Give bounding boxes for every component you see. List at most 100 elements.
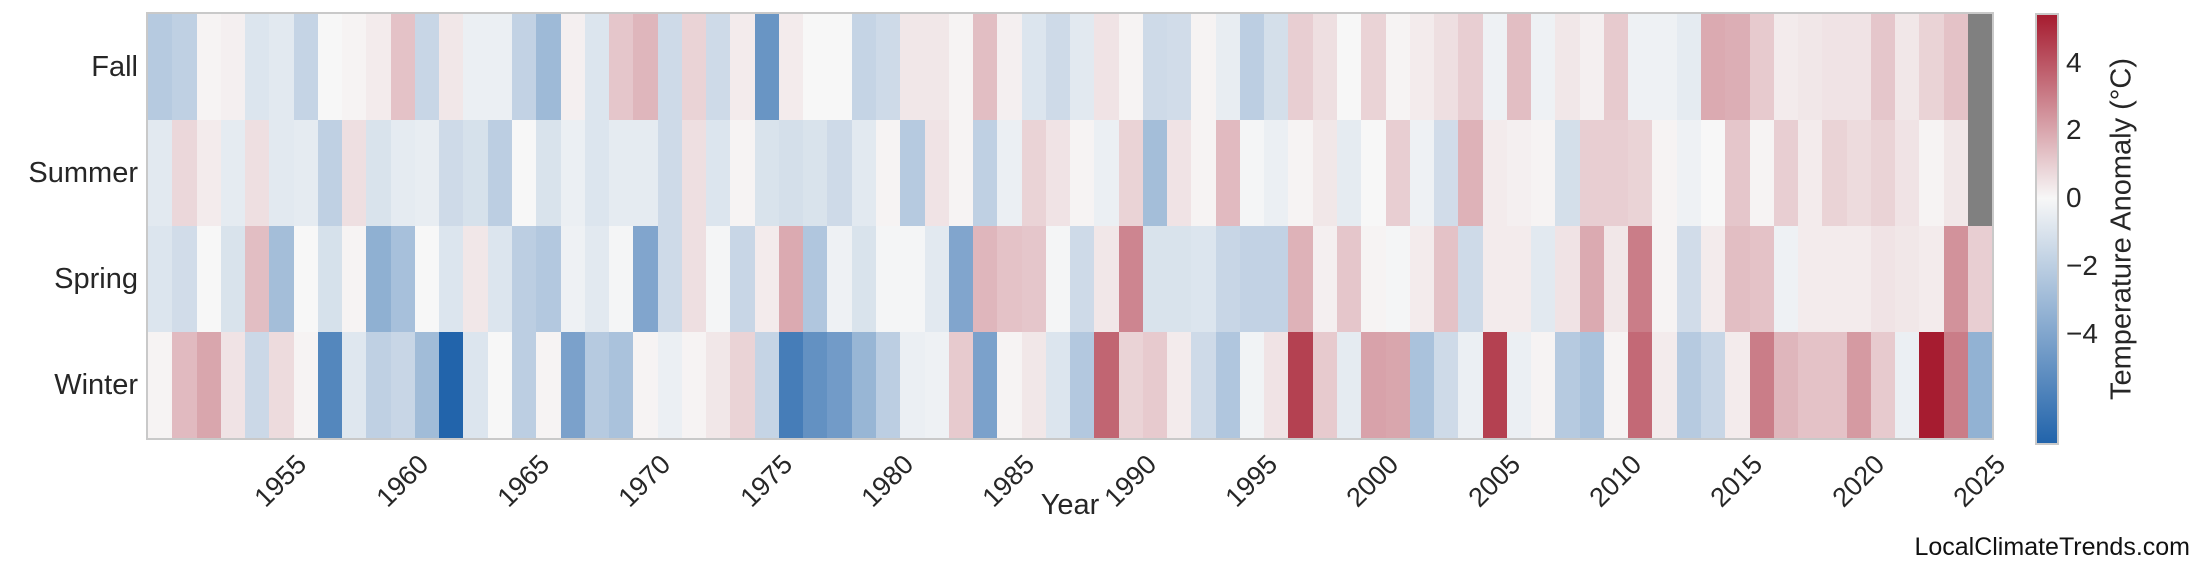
heatmap-cell bbox=[584, 332, 610, 438]
heatmap-cell bbox=[1021, 332, 1046, 438]
heatmap-cell bbox=[1312, 120, 1338, 226]
heatmap-cell bbox=[1749, 226, 1774, 332]
heatmap-cell bbox=[220, 120, 246, 226]
heatmap-cell bbox=[1579, 120, 1604, 226]
heatmap-cell bbox=[366, 120, 391, 226]
heatmap-cell bbox=[1434, 14, 1459, 120]
heatmap-cell bbox=[1482, 332, 1507, 438]
heatmap-cell bbox=[1628, 332, 1653, 438]
heatmap-cell bbox=[536, 226, 561, 332]
heatmap-cell bbox=[900, 226, 925, 332]
heatmap-cell bbox=[1870, 14, 1896, 120]
heatmap-cell bbox=[1215, 332, 1240, 438]
colorbar-gradient bbox=[2035, 13, 2059, 445]
heatmap-cell bbox=[293, 120, 318, 226]
heatmap-cell bbox=[1288, 332, 1313, 438]
heatmap-cell bbox=[560, 14, 585, 120]
heatmap-cell bbox=[681, 332, 707, 438]
heatmap-cell bbox=[1070, 14, 1095, 120]
heatmap-cell bbox=[1919, 332, 1944, 438]
heatmap-cell bbox=[148, 226, 173, 332]
heatmap-cell bbox=[1118, 120, 1143, 226]
heatmap-cell bbox=[390, 226, 415, 332]
heatmap-cell bbox=[1943, 120, 1968, 226]
heatmap-cell bbox=[1773, 226, 1799, 332]
heatmap-cell bbox=[148, 120, 173, 226]
heatmap-cell bbox=[1555, 14, 1580, 120]
heatmap-cell bbox=[1142, 226, 1168, 332]
heatmap-cell bbox=[1822, 332, 1847, 438]
heatmap-cell bbox=[1603, 120, 1629, 226]
heatmap-cell bbox=[196, 332, 221, 438]
heatmap-cell bbox=[1118, 226, 1143, 332]
heatmap-cell bbox=[1725, 332, 1750, 438]
heatmap-cell bbox=[1967, 14, 1993, 120]
heatmap-cell bbox=[1749, 14, 1774, 120]
heatmap-cell bbox=[609, 14, 634, 120]
heatmap-cell bbox=[511, 332, 537, 438]
heatmap-cell bbox=[293, 14, 318, 120]
heatmap-cell bbox=[1846, 332, 1871, 438]
heatmap-cell bbox=[1506, 120, 1532, 226]
heatmap-cell bbox=[1361, 226, 1386, 332]
heatmap-cell bbox=[1919, 120, 1944, 226]
heatmap-cell bbox=[997, 120, 1022, 226]
heatmap-cell bbox=[1943, 332, 1968, 438]
heatmap-cell bbox=[778, 120, 804, 226]
heatmap-cell bbox=[317, 332, 343, 438]
heatmap-cell bbox=[706, 226, 731, 332]
heatmap-cell bbox=[657, 226, 682, 332]
heatmap-cell bbox=[1337, 332, 1362, 438]
heatmap-cell bbox=[1506, 14, 1532, 120]
heatmap-cell bbox=[1579, 332, 1604, 438]
heatmap-cell bbox=[1579, 226, 1604, 332]
heatmap-cell bbox=[633, 14, 658, 120]
heatmap-cell bbox=[1337, 226, 1362, 332]
heatmap-cell bbox=[414, 226, 440, 332]
heatmap-cell bbox=[1385, 226, 1410, 332]
heatmap-cell bbox=[439, 120, 464, 226]
heatmap-cell bbox=[148, 332, 173, 438]
heatmap-cell bbox=[511, 120, 537, 226]
heatmap-cell bbox=[1555, 226, 1580, 332]
heatmap-cell bbox=[1239, 332, 1265, 438]
heatmap-cell bbox=[875, 226, 901, 332]
heatmap-cell bbox=[1701, 120, 1726, 226]
heatmap-cell bbox=[657, 14, 682, 120]
heatmap-cell bbox=[1288, 120, 1313, 226]
heatmap-cell bbox=[1676, 14, 1701, 120]
heatmap-cell bbox=[657, 332, 682, 438]
heatmap-cell bbox=[1070, 120, 1095, 226]
heatmap-cell bbox=[997, 332, 1022, 438]
heatmap-cell bbox=[1943, 14, 1968, 120]
heatmap-cell bbox=[1264, 14, 1289, 120]
heatmap-cell bbox=[730, 226, 755, 332]
heatmap-cell bbox=[1967, 226, 1993, 332]
heatmap-cell bbox=[1846, 120, 1871, 226]
heatmap-cell bbox=[269, 226, 294, 332]
heatmap-cell bbox=[730, 332, 755, 438]
heatmap-cell bbox=[1045, 332, 1071, 438]
heatmap-cell bbox=[1409, 226, 1435, 332]
heatmap-cell bbox=[1070, 332, 1095, 438]
heatmap-cell bbox=[1798, 332, 1823, 438]
heatmap-row-fall bbox=[148, 14, 1993, 120]
heatmap-cell bbox=[1773, 120, 1799, 226]
heatmap-cell bbox=[317, 14, 343, 120]
x-axis-label: Year bbox=[1040, 489, 1100, 521]
heatmap-cell bbox=[1312, 226, 1338, 332]
heatmap-cell bbox=[875, 332, 901, 438]
heatmap-cell bbox=[1725, 14, 1750, 120]
heatmap-cell bbox=[1798, 226, 1823, 332]
heatmap-cell bbox=[245, 120, 270, 226]
heatmap-cell bbox=[754, 332, 779, 438]
heatmap-cell bbox=[1603, 332, 1629, 438]
heatmap-cell bbox=[948, 120, 974, 226]
heatmap-cell bbox=[1555, 332, 1580, 438]
heatmap-cell bbox=[1652, 14, 1677, 120]
heatmap-cell bbox=[317, 226, 343, 332]
heatmap-cell bbox=[1094, 14, 1119, 120]
heatmap-row-winter bbox=[148, 332, 1993, 438]
heatmap-cell bbox=[584, 14, 610, 120]
heatmap-cell bbox=[1482, 120, 1507, 226]
